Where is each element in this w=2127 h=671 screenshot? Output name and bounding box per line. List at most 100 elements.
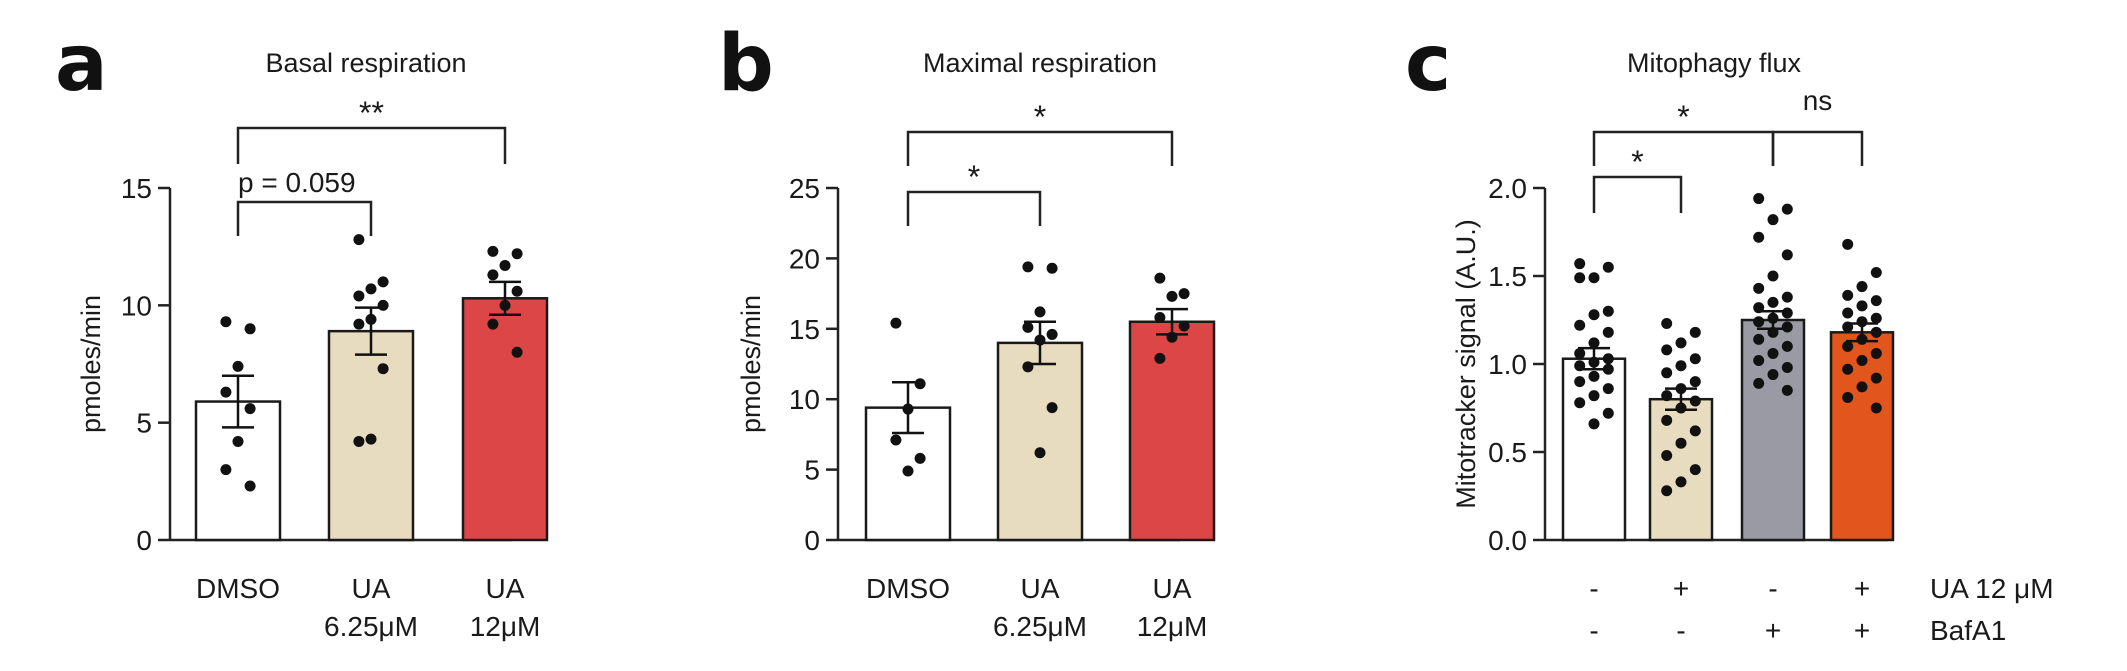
x-tick-label: 12μM (1137, 611, 1208, 642)
data-point (914, 378, 926, 390)
x-tick-label: UA (486, 573, 525, 604)
data-point (1753, 282, 1765, 294)
data-point (1767, 347, 1779, 359)
data-point (1588, 309, 1600, 321)
significance-bracket (236, 200, 373, 236)
data-point (244, 480, 256, 492)
data-point (1842, 363, 1854, 375)
y-tick-label: 2.0 (1488, 173, 1527, 204)
data-point (1022, 261, 1034, 273)
y-axis-label: Mitotracker signal (A.U.) (1451, 219, 1481, 509)
data-point (1574, 319, 1586, 331)
significance-bracket (906, 130, 1174, 166)
data-point (1781, 384, 1793, 396)
data-point (1689, 425, 1701, 437)
data-point (1753, 231, 1765, 243)
data-point (1689, 464, 1701, 476)
data-point (902, 465, 914, 477)
data-point (1870, 295, 1882, 307)
chart-title: Mitophagy flux (1627, 48, 1802, 78)
significance-label: * (1631, 144, 1643, 180)
x-tick-label: 6.25μM (993, 611, 1087, 642)
data-point (1588, 370, 1600, 382)
data-point (1781, 362, 1793, 374)
data-point (1046, 328, 1058, 340)
data-point (1689, 326, 1701, 338)
data-point (1753, 193, 1765, 205)
data-point (1602, 363, 1614, 375)
data-point (1689, 376, 1701, 388)
data-point (1046, 262, 1058, 274)
y-tick-label: 1.5 (1488, 261, 1527, 292)
data-point (1588, 390, 1600, 402)
significance-bracket (1592, 175, 1683, 213)
data-point (1767, 296, 1779, 308)
data-point (353, 290, 365, 302)
x-tick-label: UA (1153, 573, 1192, 604)
data-point (1154, 352, 1166, 364)
data-point (377, 299, 389, 311)
y-tick-label: 20 (789, 243, 820, 274)
panel-label: b (718, 19, 774, 109)
bar (1128, 320, 1216, 542)
data-point (1842, 340, 1854, 352)
data-point (1870, 266, 1882, 278)
y-tick-label: 0.5 (1488, 437, 1527, 468)
condition-sign: - (1768, 573, 1777, 604)
x-tick-label: DMSO (196, 573, 280, 604)
data-point (1034, 447, 1046, 459)
significance-label: * (1034, 99, 1046, 135)
data-point (353, 318, 365, 330)
data-point (1178, 320, 1190, 332)
data-point (499, 299, 511, 311)
data-point (1046, 402, 1058, 414)
data-point (1661, 414, 1673, 426)
data-point (1870, 402, 1882, 414)
data-point (1154, 312, 1166, 324)
significance-label: * (1677, 99, 1689, 135)
condition-label: BafA1 (1930, 615, 2006, 646)
data-point (244, 403, 256, 415)
data-point (232, 435, 244, 447)
data-point (1574, 258, 1586, 270)
data-point (1870, 312, 1882, 324)
data-point (1574, 347, 1586, 359)
data-point (1154, 272, 1166, 284)
condition-sign: - (1589, 573, 1598, 604)
data-point (1661, 390, 1673, 402)
data-point (1602, 407, 1614, 419)
bar (1561, 357, 1627, 542)
data-point (1675, 383, 1687, 395)
data-point (1753, 354, 1765, 366)
significance-label: p = 0.059 (238, 167, 356, 198)
data-point (353, 435, 365, 447)
y-tick-label: 10 (789, 384, 820, 415)
data-point (1588, 356, 1600, 368)
data-point (377, 363, 389, 375)
significance-label: ns (1803, 85, 1833, 116)
data-point (1856, 281, 1868, 293)
significance-label: * (968, 159, 980, 195)
data-point (232, 360, 244, 372)
data-point (1574, 376, 1586, 388)
y-tick-label: 15 (789, 314, 820, 345)
bar (996, 341, 1084, 542)
data-point (1588, 337, 1600, 349)
data-point (487, 269, 499, 281)
data-point (1661, 485, 1673, 497)
data-point (890, 434, 902, 446)
significance-bracket (1592, 130, 1775, 166)
data-point (353, 234, 365, 246)
data-point (1753, 302, 1765, 314)
x-tick-label: UA (1021, 573, 1060, 604)
data-point (1675, 402, 1687, 414)
data-point (1753, 377, 1765, 389)
data-point (1574, 272, 1586, 284)
y-tick-label: 5 (804, 455, 820, 486)
y-tick-label: 10 (121, 290, 152, 321)
data-point (1588, 418, 1600, 430)
data-point (1767, 214, 1779, 226)
data-point (1022, 321, 1034, 333)
data-point (244, 323, 256, 335)
